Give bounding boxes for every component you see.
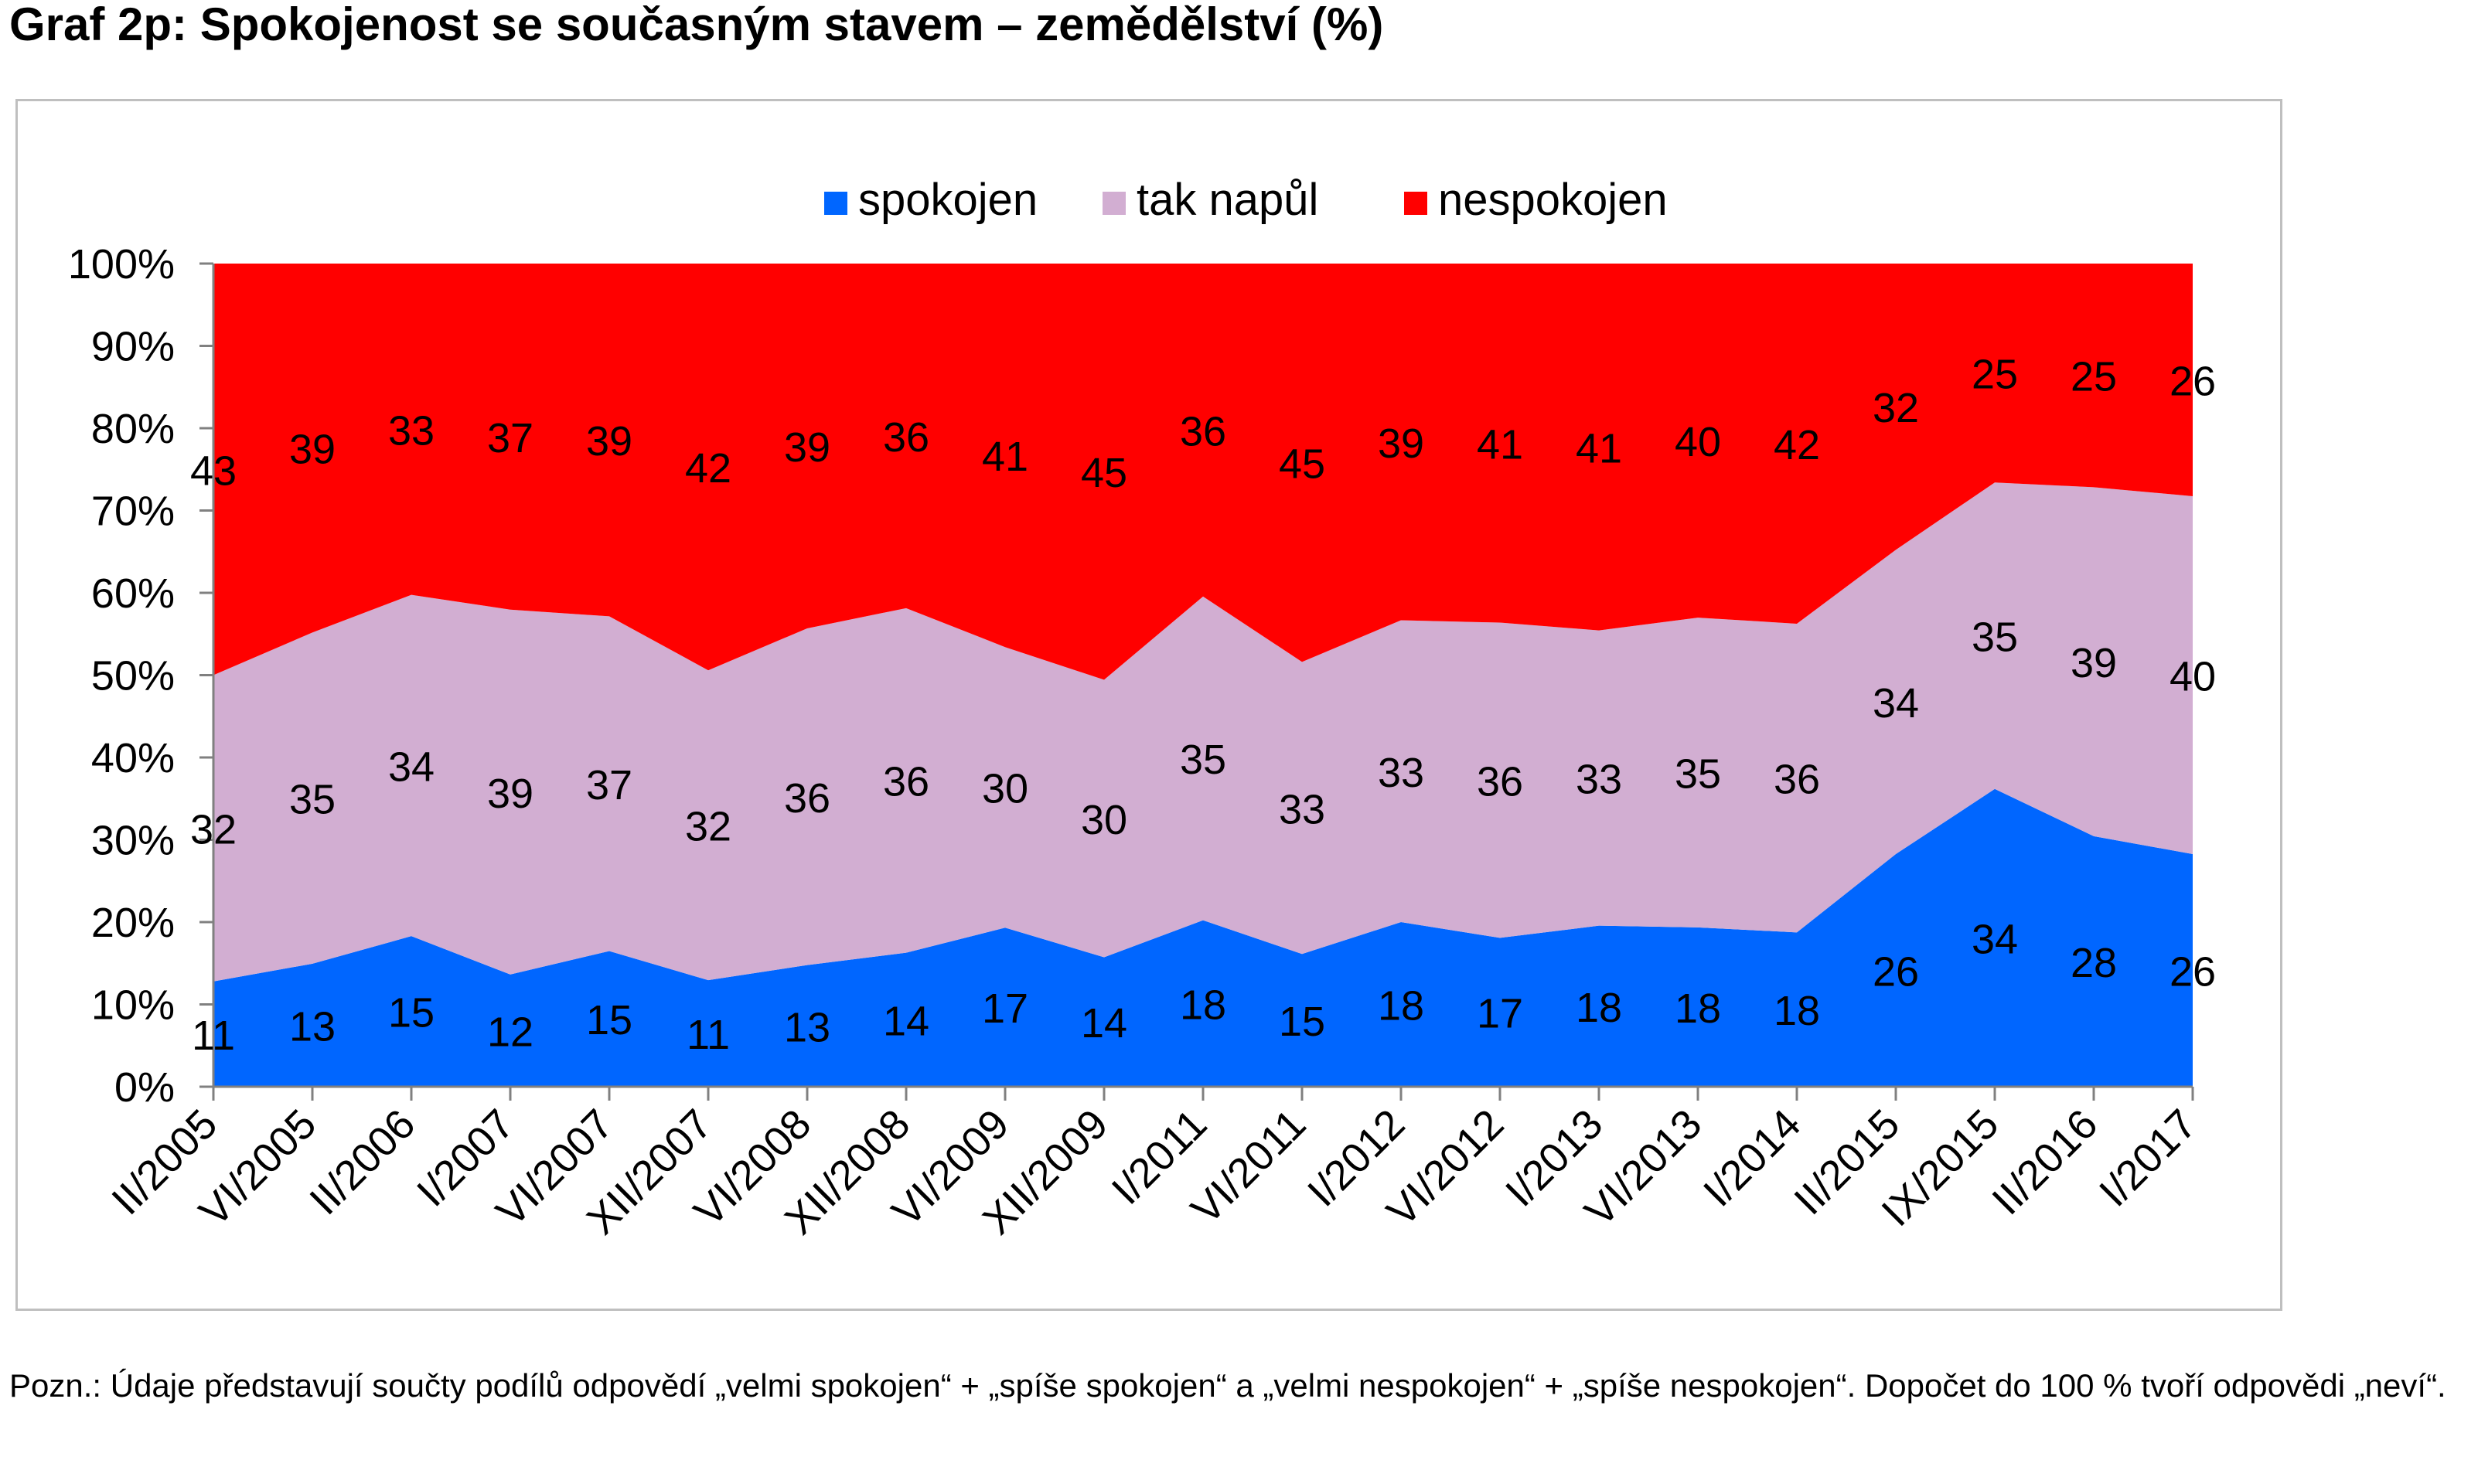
data-label-nespokojen: 26 — [2170, 358, 2216, 404]
data-label-spokojen: 13 — [289, 1003, 336, 1050]
y-tick-label: 70% — [91, 488, 175, 535]
legend-item-tak-napůl: tak napůl — [1103, 175, 1318, 225]
y-tick-label: 10% — [91, 982, 175, 1029]
data-label-spokojen: 18 — [1774, 988, 1820, 1034]
data-label-spokojen: 17 — [1477, 991, 1523, 1037]
data-label-tak-napůl: 40 — [2170, 654, 2216, 700]
y-tick-label: 90% — [91, 324, 175, 370]
y-tick-label: 80% — [91, 406, 175, 452]
legend-swatch — [824, 192, 847, 215]
data-label-nespokojen: 39 — [1378, 420, 1424, 467]
data-label-tak-napůl: 30 — [1081, 797, 1127, 843]
y-tick-label: 50% — [91, 653, 175, 699]
legend-item-spokojen: spokojen — [824, 175, 1038, 225]
data-label-tak-napůl: 32 — [685, 804, 731, 850]
area-layer — [213, 264, 2193, 1087]
data-label-tak-napůl: 35 — [289, 777, 336, 823]
legend-label: nespokojen — [1438, 175, 1668, 225]
y-tick-label: 100% — [68, 241, 175, 288]
data-label-nespokojen: 25 — [1972, 352, 2018, 398]
data-label-tak-napůl: 39 — [2071, 640, 2117, 686]
data-label-tak-napůl: 36 — [784, 775, 830, 822]
data-label-spokojen: 18 — [1576, 985, 1622, 1031]
data-label-nespokojen: 36 — [1180, 408, 1226, 454]
data-label-tak-napůl: 33 — [1378, 750, 1424, 796]
x-tick-label: I/2017 — [2091, 1101, 2206, 1216]
legend: spokojen tak napůl nespokojen — [824, 175, 1668, 225]
data-label-tak-napůl: 32 — [190, 807, 237, 853]
y-tick-label: 60% — [91, 570, 175, 617]
data-label-spokojen: 15 — [586, 997, 632, 1043]
data-label-tak-napůl: 35 — [1180, 737, 1226, 783]
data-label-nespokojen: 32 — [1873, 385, 1919, 431]
data-label-tak-napůl: 33 — [1576, 757, 1622, 803]
page-title: Graf 2p: Spokojenost se současným stavem… — [9, 0, 1384, 50]
data-label-spokojen: 11 — [687, 1012, 730, 1058]
stacked-area-chart: 0%10%20%30%40%50%60%70%80%90%100%II/2005… — [68, 175, 2216, 1244]
data-label-nespokojen: 40 — [1675, 419, 1721, 465]
data-label-spokojen: 18 — [1675, 985, 1721, 1032]
data-label-nespokojen: 36 — [883, 414, 929, 461]
y-tick-label: 40% — [91, 735, 175, 781]
legend-item-nespokojen: nespokojen — [1404, 175, 1668, 225]
data-label-nespokojen: 25 — [2071, 354, 2117, 400]
data-label-nespokojen: 43 — [190, 448, 237, 494]
data-label-tak-napůl: 36 — [1477, 758, 1523, 805]
legend-label: spokojen — [858, 175, 1038, 225]
data-label-spokojen: 15 — [1279, 999, 1325, 1045]
legend-swatch — [1103, 192, 1126, 215]
data-label-nespokojen: 42 — [1774, 422, 1820, 468]
data-label-tak-napůl: 39 — [487, 771, 533, 817]
area-series-nespokojen — [213, 264, 2193, 680]
data-label-tak-napůl: 33 — [1279, 786, 1325, 832]
legend-swatch — [1404, 192, 1427, 215]
data-label-nespokojen: 45 — [1279, 441, 1325, 488]
data-label-nespokojen: 37 — [487, 415, 533, 461]
data-label-spokojen: 12 — [487, 1009, 533, 1055]
data-label-spokojen: 18 — [1180, 982, 1226, 1028]
chart-frame: 0% 10% 20% 30% 40% 50% 60% 70% 80% 90% 100% II/2005… — [15, 99, 2282, 1311]
data-label-spokojen: 26 — [1873, 949, 1919, 996]
area-series-spokojen — [213, 788, 2193, 1087]
data-label-nespokojen: 45 — [1081, 450, 1127, 496]
data-label-nespokojen: 41 — [1477, 421, 1523, 468]
data-label-spokojen: 14 — [883, 998, 929, 1044]
data-label-spokojen: 11 — [192, 1013, 235, 1059]
data-label-nespokojen: 39 — [586, 418, 632, 465]
data-label-spokojen: 18 — [1378, 983, 1424, 1030]
data-label-nespokojen: 39 — [784, 424, 830, 471]
data-label-nespokojen: 41 — [1576, 425, 1622, 471]
data-label-tak-napůl: 34 — [1873, 680, 1919, 727]
data-label-spokojen: 17 — [982, 985, 1028, 1032]
data-label-tak-napůl: 35 — [1972, 614, 2018, 661]
data-label-tak-napůl: 36 — [1774, 757, 1820, 803]
value-labels-layer: 11 13 15 12 15 11 13 14 17 14 18 15 18 17 18 18 18 26 34 28… — [190, 352, 2216, 1059]
data-label-tak-napůl: 34 — [388, 744, 435, 790]
data-label-tak-napůl: 35 — [1675, 751, 1721, 797]
data-label-spokojen: 13 — [784, 1004, 830, 1050]
data-label-spokojen: 34 — [1972, 916, 2018, 962]
data-label-tak-napůl: 37 — [586, 762, 632, 808]
data-label-nespokojen: 39 — [289, 427, 336, 473]
data-label-spokojen: 26 — [2170, 949, 2216, 996]
y-tick-label: 20% — [91, 900, 175, 946]
footnote: Pozn.: Údaje představují součty podílů o… — [9, 1367, 2446, 1404]
legend-label: tak napůl — [1137, 175, 1318, 225]
data-label-spokojen: 28 — [2071, 940, 2117, 986]
area-series-tak-napůl — [213, 482, 2193, 982]
data-label-tak-napůl: 36 — [883, 759, 929, 805]
x-tick-label: II/2006 — [301, 1101, 424, 1224]
y-tick-label: 30% — [91, 818, 175, 864]
x-tick-label: II/2016 — [1983, 1101, 2106, 1224]
data-label-spokojen: 14 — [1081, 1000, 1127, 1047]
data-label-spokojen: 15 — [388, 990, 435, 1036]
data-label-nespokojen: 33 — [388, 407, 435, 454]
data-label-nespokojen: 42 — [685, 445, 731, 492]
y-tick-label: 0% — [114, 1064, 175, 1111]
data-label-nespokojen: 41 — [982, 434, 1028, 480]
data-label-tak-napůl: 30 — [982, 766, 1028, 812]
